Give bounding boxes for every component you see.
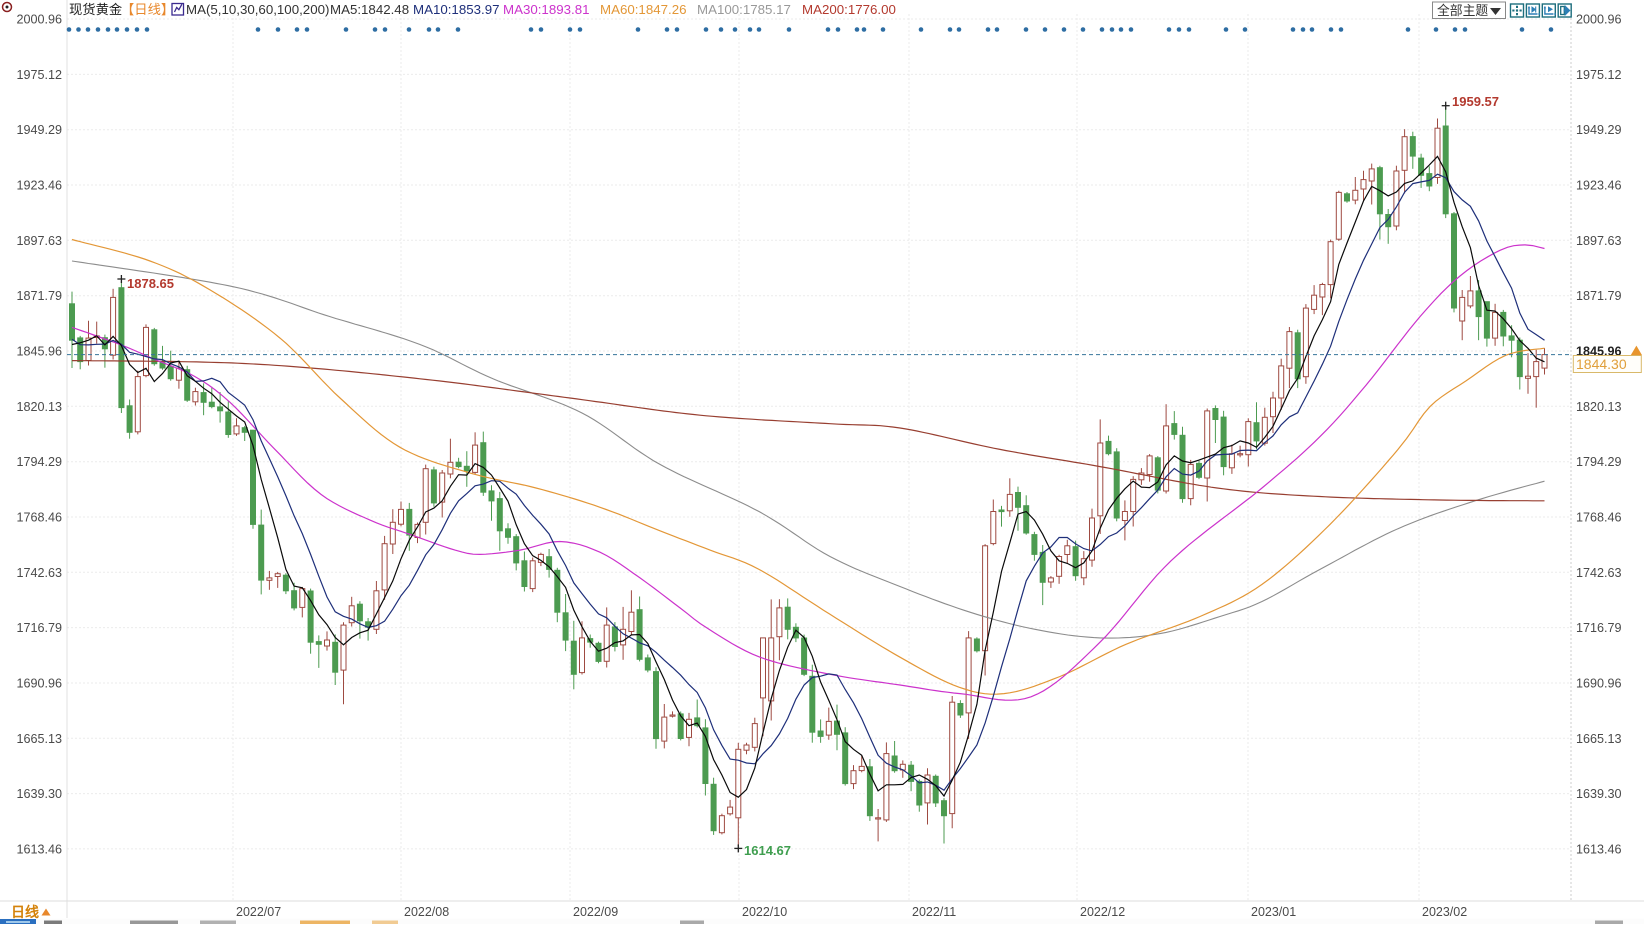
- svg-text:2022/08: 2022/08: [404, 905, 449, 919]
- svg-text:1923.46: 1923.46: [1576, 179, 1622, 193]
- svg-text:MA5:1842.48: MA5:1842.48: [330, 2, 409, 17]
- svg-text:1716.79: 1716.79: [16, 621, 62, 635]
- svg-text:1820.13: 1820.13: [16, 400, 62, 414]
- svg-text:2023/01: 2023/01: [1251, 905, 1296, 919]
- svg-text:1690.96: 1690.96: [1576, 677, 1622, 691]
- svg-text:1975.12: 1975.12: [16, 68, 62, 82]
- svg-text:1690.96: 1690.96: [16, 677, 62, 691]
- svg-text:现货黄金: 现货黄金: [69, 1, 122, 17]
- svg-text:1665.13: 1665.13: [16, 732, 62, 746]
- svg-text:1844.30: 1844.30: [1576, 356, 1627, 372]
- svg-text:1923.46: 1923.46: [16, 179, 62, 193]
- svg-text:1975.12: 1975.12: [1576, 68, 1622, 82]
- svg-text:2022/10: 2022/10: [742, 905, 787, 919]
- svg-text:1845.96: 1845.96: [16, 345, 62, 359]
- svg-text:MA200:1776.00: MA200:1776.00: [802, 2, 896, 17]
- svg-text:1716.79: 1716.79: [1576, 621, 1622, 635]
- svg-text:2022/11: 2022/11: [912, 905, 956, 919]
- svg-text:2022/09: 2022/09: [573, 905, 618, 919]
- svg-text:1949.29: 1949.29: [1576, 123, 1622, 137]
- svg-text:MA60:1847.26: MA60:1847.26: [600, 2, 687, 17]
- svg-text:1794.29: 1794.29: [1576, 455, 1622, 469]
- svg-text:MA10:1853.97: MA10:1853.97: [413, 2, 500, 17]
- svg-text:2022/07: 2022/07: [236, 905, 281, 919]
- svg-text:MA(5,10,30,60,100,200): MA(5,10,30,60,100,200): [186, 2, 329, 17]
- svg-text:1897.63: 1897.63: [1576, 234, 1622, 248]
- svg-text:1794.29: 1794.29: [16, 455, 62, 469]
- svg-text:1878.65: 1878.65: [127, 276, 174, 291]
- svg-text:1614.67: 1614.67: [744, 843, 791, 858]
- svg-text:2000.96: 2000.96: [16, 13, 62, 27]
- svg-text:1742.63: 1742.63: [1576, 566, 1622, 580]
- svg-text:1665.13: 1665.13: [1576, 732, 1622, 746]
- svg-text:1768.46: 1768.46: [1576, 511, 1622, 525]
- svg-text:1742.63: 1742.63: [16, 566, 62, 580]
- svg-text:MA100:1785.17: MA100:1785.17: [697, 2, 791, 17]
- svg-text:1897.63: 1897.63: [16, 234, 62, 248]
- svg-text:2000.96: 2000.96: [1576, 13, 1622, 27]
- svg-text:1639.30: 1639.30: [1576, 787, 1622, 801]
- svg-text:1613.46: 1613.46: [1576, 842, 1622, 856]
- svg-text:MA30:1893.81: MA30:1893.81: [503, 2, 590, 17]
- svg-text:1613.46: 1613.46: [16, 842, 62, 856]
- svg-text:1768.46: 1768.46: [16, 511, 62, 525]
- svg-text:【日线】: 【日线】: [121, 2, 174, 17]
- svg-text:全部主题: 全部主题: [1437, 3, 1488, 18]
- svg-text:1949.29: 1949.29: [16, 123, 62, 137]
- svg-text:2022/12: 2022/12: [1080, 905, 1125, 919]
- svg-text:1639.30: 1639.30: [16, 787, 62, 801]
- svg-text:1959.57: 1959.57: [1452, 94, 1499, 109]
- svg-text:日线: 日线: [11, 904, 39, 920]
- svg-text:2023/02: 2023/02: [1422, 905, 1467, 919]
- svg-text:1820.13: 1820.13: [1576, 400, 1622, 414]
- svg-text:1871.79: 1871.79: [1576, 289, 1622, 303]
- svg-text:1871.79: 1871.79: [16, 289, 62, 303]
